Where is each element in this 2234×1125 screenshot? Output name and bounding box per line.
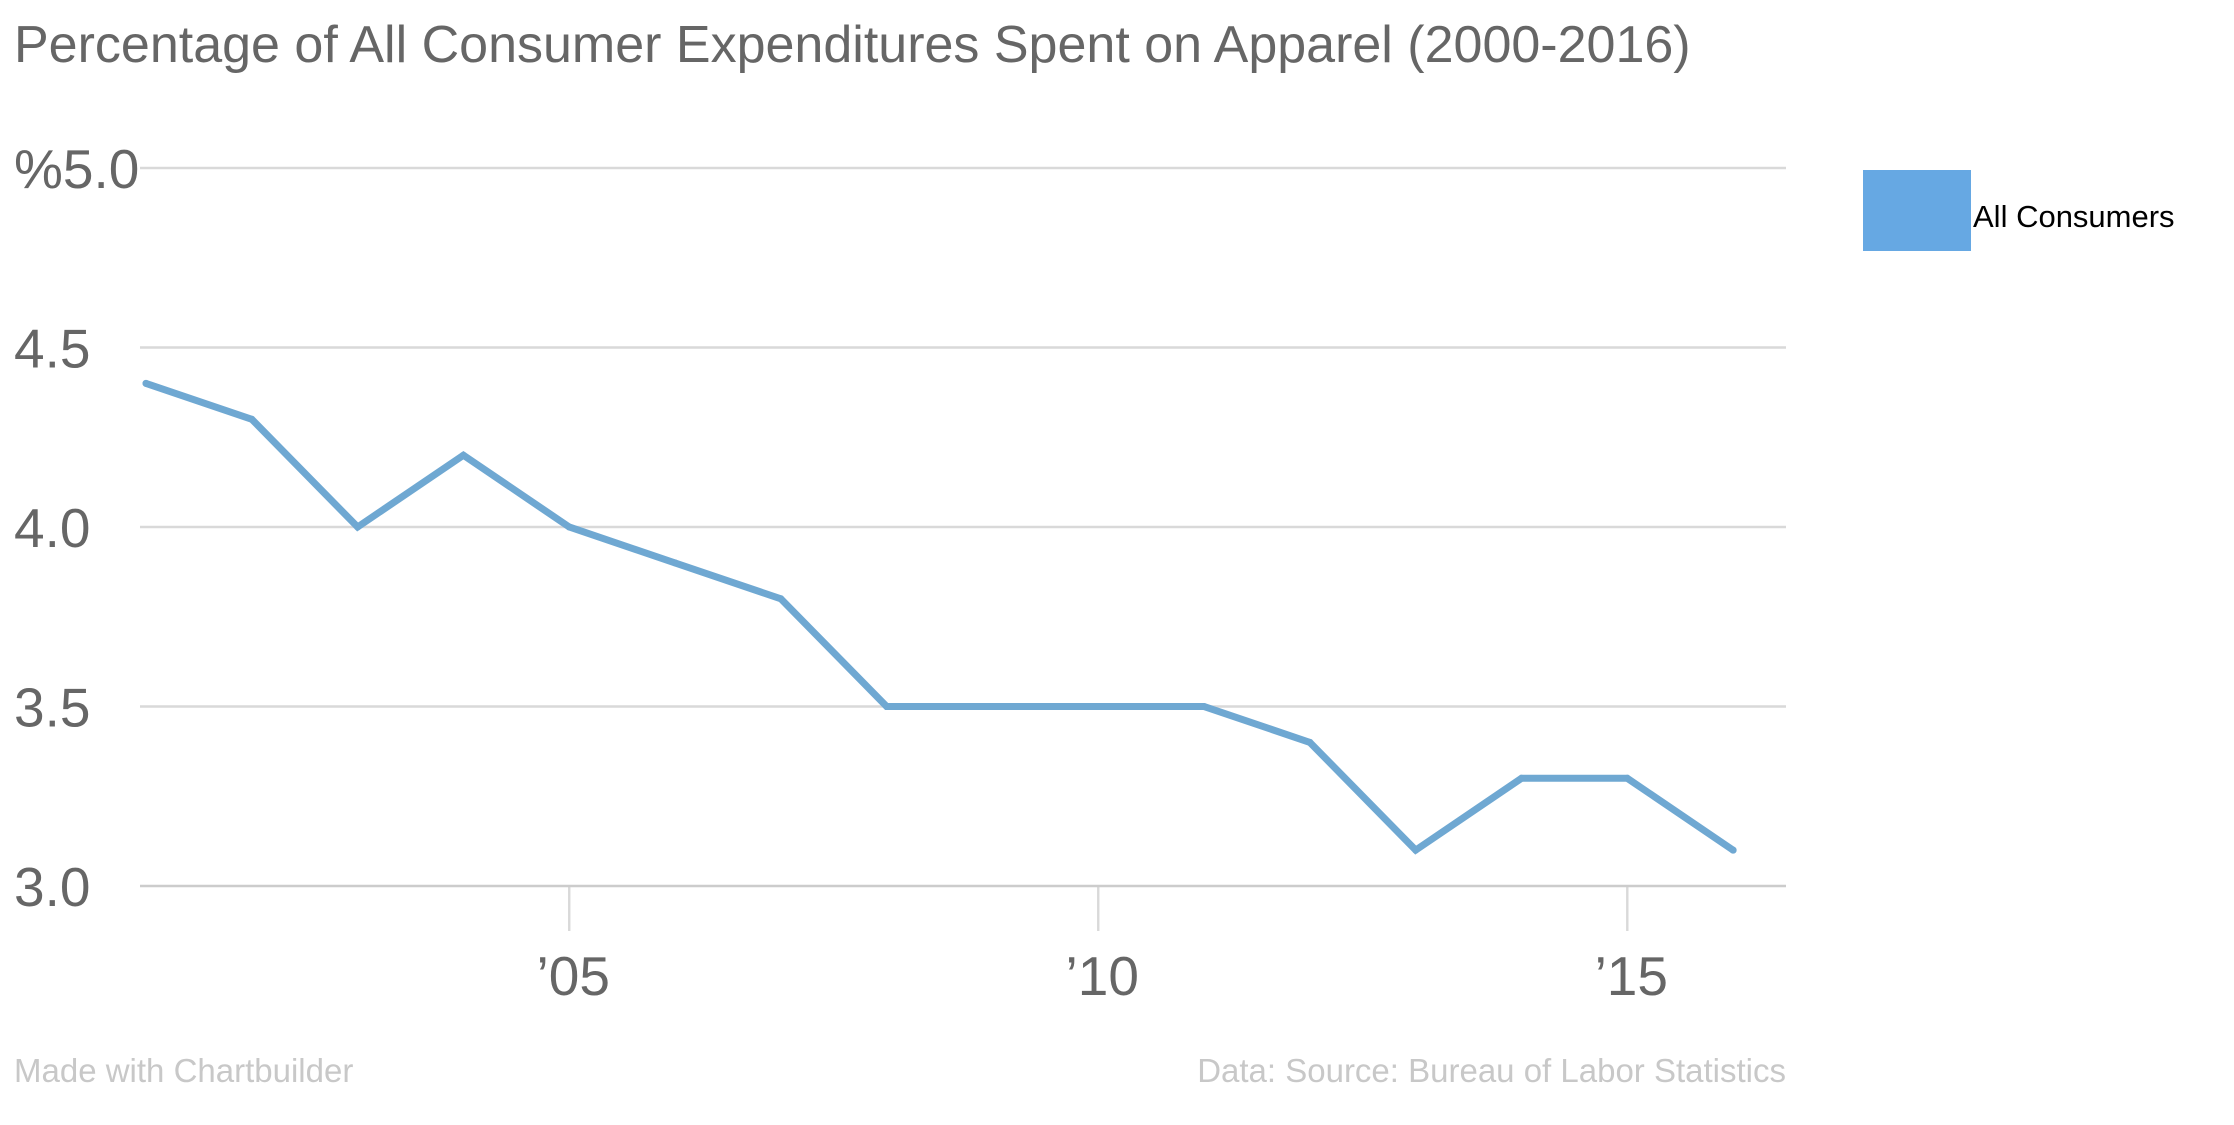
data-point <box>883 703 891 710</box>
data-point <box>1729 846 1737 854</box>
x-axis-ticks <box>568 886 1629 931</box>
y-tick-label: 3.5 <box>14 677 90 739</box>
data-point <box>1306 738 1314 746</box>
y-tick-label: 4.5 <box>14 318 90 380</box>
data-point <box>565 523 573 531</box>
gridlines <box>140 166 1786 708</box>
x-tick-label: ’10 <box>1066 945 1139 1007</box>
series-line <box>142 379 1737 855</box>
data-point <box>1200 703 1208 710</box>
x-tick-label: ’15 <box>1595 945 1668 1007</box>
legend-label-all-consumers: All Consumers <box>1973 199 2175 234</box>
chart-title: Percentage of All Consumer Expenditures … <box>14 16 1691 74</box>
y-tick-label: %5.0 <box>14 138 139 200</box>
data-point <box>354 523 362 531</box>
y-tick-label: 4.0 <box>14 497 90 559</box>
legend: All Consumers <box>1863 170 2175 251</box>
y-axis-tick-labels: %5.0 4.5 4.0 3.5 3.0 <box>14 138 139 918</box>
data-point <box>988 703 996 710</box>
data-point <box>1094 703 1102 710</box>
data-point <box>777 595 785 603</box>
data-point <box>671 559 679 567</box>
footer-source: Data: Source: Bureau of Labor Statistics <box>1197 1052 1786 1089</box>
data-point <box>1517 774 1525 782</box>
series-all-consumers <box>142 379 1737 855</box>
x-tick-label: ’05 <box>537 945 610 1007</box>
data-point <box>1412 846 1420 854</box>
footer-credit: Made with Chartbuilder <box>14 1052 353 1089</box>
data-point <box>142 379 150 387</box>
x-axis-tick-labels: ’05 ’10 ’15 <box>537 945 1668 1007</box>
legend-swatch-all-consumers <box>1863 170 1971 251</box>
y-tick-label: 3.0 <box>14 856 90 918</box>
data-point <box>1623 774 1631 782</box>
data-point <box>459 451 467 459</box>
data-point <box>248 415 256 423</box>
